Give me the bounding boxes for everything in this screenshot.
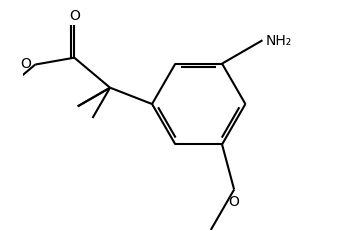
Text: NH₂: NH₂ xyxy=(266,34,292,48)
Text: O: O xyxy=(20,57,31,71)
Text: O: O xyxy=(69,9,80,23)
Text: O: O xyxy=(229,194,239,208)
